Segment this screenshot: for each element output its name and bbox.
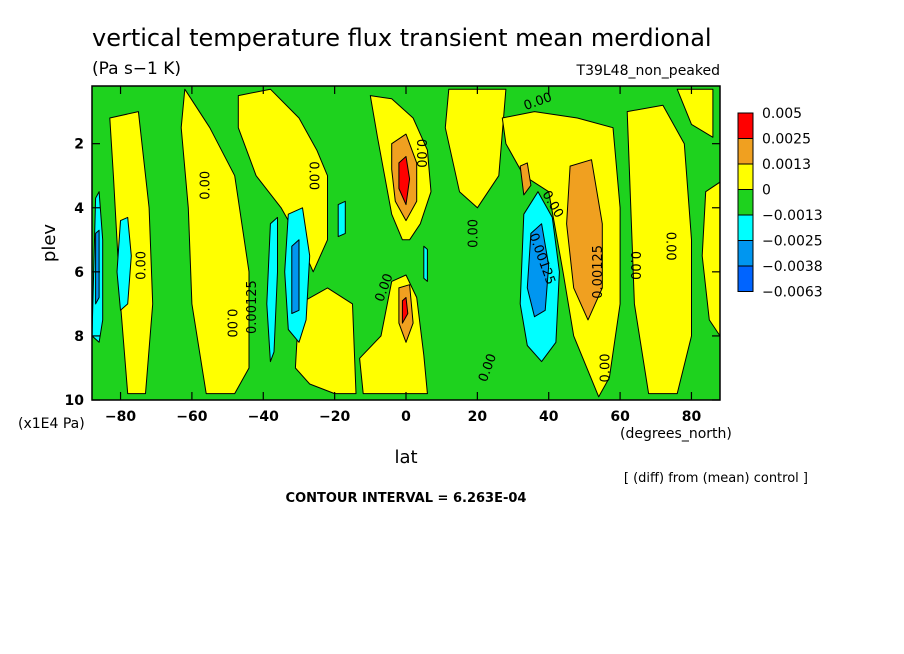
x-tick-label: 60	[610, 409, 630, 425]
contour-label: 0.00125	[591, 245, 606, 299]
contour-region-yellow	[180, 88, 250, 395]
y-axis-units: (x1E4 Pa)	[18, 416, 85, 432]
contour-region-cyan	[337, 200, 346, 238]
y-tick-label: 2	[74, 137, 84, 153]
diff-note: [ (diff) from (mean) control ]	[624, 471, 808, 486]
y-axis-ticks: 2 4 6 8 10	[65, 137, 720, 409]
legend-level-label: 0	[762, 183, 771, 199]
contour-region-cyan	[116, 216, 132, 311]
x-axis-units: (degrees_north)	[620, 426, 732, 442]
legend-swatch	[737, 214, 754, 241]
x-tick-label: −20	[319, 409, 350, 425]
legend-level-label: −0.0063	[762, 285, 823, 301]
contour-label: 0.00125	[245, 280, 260, 334]
contour-label: 0.00	[627, 251, 642, 280]
legend-swatch	[737, 163, 754, 190]
legend-level-label: −0.0038	[762, 259, 823, 275]
chart-units: (Pa s−1 K)	[92, 59, 181, 79]
contour-label: 0.00	[199, 171, 214, 200]
contour-regions	[92, 88, 720, 398]
legend-swatch	[737, 189, 754, 216]
legend-swatch	[737, 265, 754, 292]
y-axis-label: plev	[39, 224, 60, 263]
legend-swatch	[737, 138, 754, 165]
contour-interval: CONTOUR INTERVAL = 6.263E-04	[286, 491, 527, 506]
legend-swatch	[737, 112, 754, 139]
legend-level-label: 0.0025	[762, 132, 811, 148]
contour-region-red	[401, 297, 409, 324]
color-legend: 0.005 0.0025 0.0013 0 −0.0013 −0.0025 −0.0038 −…	[737, 106, 823, 301]
contour-label: 0.00	[224, 309, 239, 338]
contour-region-orange	[566, 159, 603, 321]
contour-label: 0.00	[134, 251, 149, 280]
contour-region-yellow	[676, 88, 714, 138]
contour-region-orange	[519, 162, 532, 196]
contour-region-mid_blue	[95, 229, 100, 305]
contour-region-cyan	[266, 216, 278, 363]
x-axis-ticks: −80 −60 −40 −20 0 20 40 60 80	[105, 86, 702, 425]
contour-label: 0.00	[413, 139, 428, 168]
contour-label: 0.00	[598, 353, 613, 382]
contour-region-red	[398, 156, 411, 206]
contour-region-yellow	[701, 181, 720, 337]
y-tick-label: 4	[74, 201, 84, 217]
x-tick-label: 0	[401, 409, 411, 425]
y-tick-label: 8	[74, 329, 84, 345]
contour-region-yellow	[444, 88, 507, 209]
contour-label: 0.00	[306, 161, 321, 190]
legend-level-label: −0.0025	[762, 234, 823, 250]
chart-title: vertical temperature flux transient mean…	[92, 24, 712, 52]
contour-region-mid_blue	[291, 239, 300, 314]
x-tick-label: 20	[468, 409, 488, 425]
contour-label: 0.00	[663, 232, 678, 261]
x-tick-label: 40	[539, 409, 559, 425]
contour-region-mid_blue	[526, 223, 550, 318]
contour-region-cyan	[423, 245, 428, 282]
y-tick-label: 6	[74, 265, 84, 281]
legend-level-label: 0.0013	[762, 157, 811, 173]
x-tick-label: −60	[176, 409, 207, 425]
legend-level-label: −0.0013	[762, 208, 823, 224]
x-axis-label: lat	[394, 447, 417, 468]
x-tick-label: −40	[248, 409, 279, 425]
experiment-label: T39L48_non_peaked	[576, 63, 720, 79]
x-tick-label: −80	[105, 409, 136, 425]
legend-swatch	[737, 240, 754, 267]
y-tick-label: 10	[65, 393, 85, 409]
contour-region-yellow	[626, 104, 692, 395]
x-tick-label: 80	[682, 409, 702, 425]
contour-region-yellow	[294, 287, 357, 395]
legend-level-label: 0.005	[762, 106, 802, 122]
contour-label: 0.00	[466, 219, 481, 248]
plot-area: 0.00 0.00 0.00 0.00 0.00 0.00 0.00 0.00125 0.001…	[92, 86, 720, 400]
